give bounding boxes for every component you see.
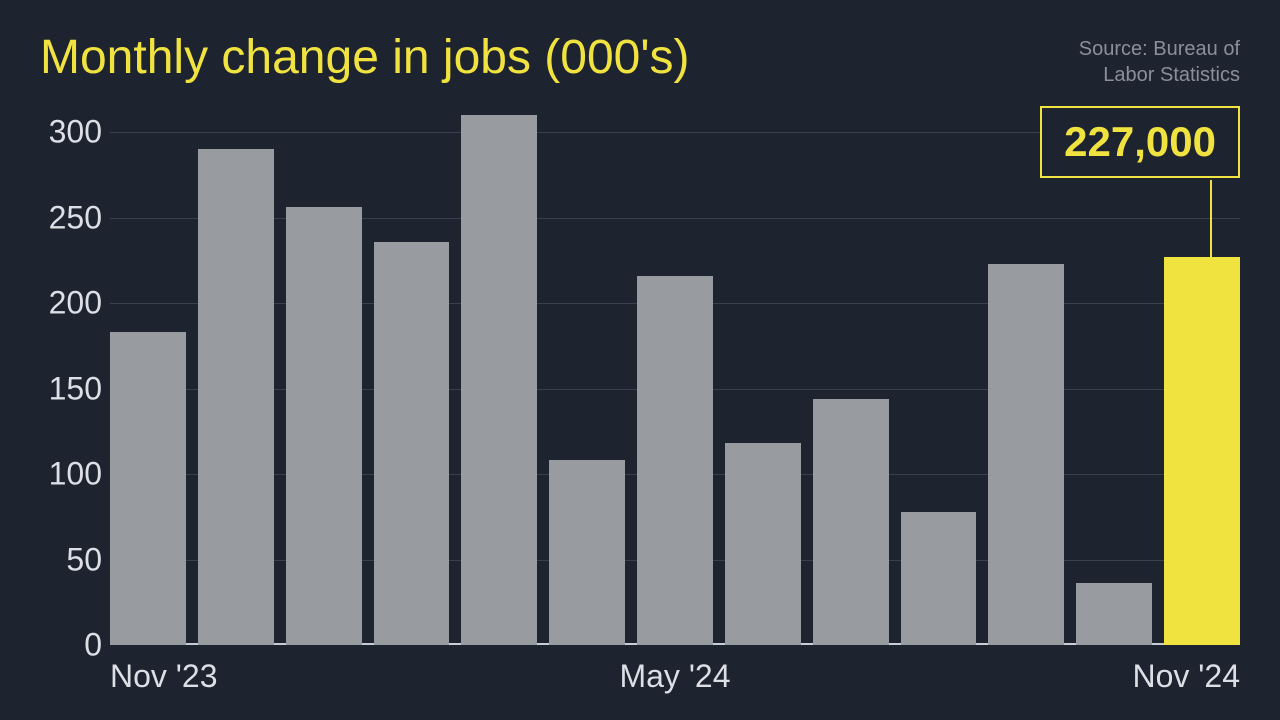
bar <box>637 276 713 645</box>
source-line-2: Labor Statistics <box>1079 62 1240 88</box>
source-line-1: Source: Bureau of <box>1079 36 1240 62</box>
y-axis-label: 300 <box>22 114 102 151</box>
y-axis-label: 0 <box>22 627 102 664</box>
y-axis-label: 100 <box>22 456 102 493</box>
bars-container <box>110 115 1240 645</box>
bar <box>461 115 537 645</box>
x-axis-label: May '24 <box>619 658 730 695</box>
y-axis-label: 50 <box>22 541 102 578</box>
bar <box>198 149 274 645</box>
bar <box>286 207 362 645</box>
bar <box>725 443 801 645</box>
bar <box>988 264 1064 645</box>
y-axis-label: 250 <box>22 199 102 236</box>
y-axis-label: 150 <box>22 370 102 407</box>
source-attribution: Source: Bureau of Labor Statistics <box>1079 36 1240 88</box>
x-axis-label: Nov '23 <box>110 658 218 695</box>
chart-title: Monthly change in jobs (000's) <box>40 30 690 85</box>
callout-leader-line <box>1210 180 1212 257</box>
bar <box>901 512 977 645</box>
y-axis-label: 200 <box>22 285 102 322</box>
callout-value-box: 227,000 <box>1040 106 1240 178</box>
bar <box>374 242 450 645</box>
x-axis-label: Nov '24 <box>1133 658 1241 695</box>
bar <box>1076 583 1152 645</box>
bar <box>110 332 186 645</box>
bar <box>813 399 889 645</box>
bar-highlight <box>1164 257 1240 645</box>
chart-plot-area: Nov '23May '24Nov '24 <box>110 115 1240 645</box>
bar <box>549 460 625 645</box>
